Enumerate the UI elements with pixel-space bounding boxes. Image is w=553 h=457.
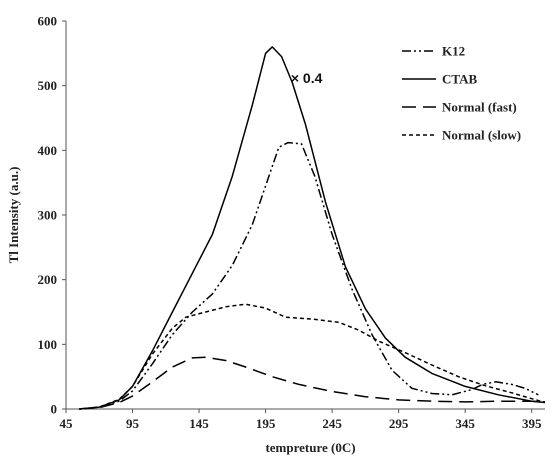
x-tick-label: 245 xyxy=(322,416,342,431)
legend: K12 CTAB Normal (fast) Normal (slow) xyxy=(402,44,521,143)
annotation-text: × 0.4 xyxy=(291,70,323,86)
legend-label: Normal (fast) xyxy=(442,100,517,115)
series-line-4 xyxy=(79,303,546,410)
y-tick-label: 0 xyxy=(51,402,58,417)
series-line-1 xyxy=(79,141,539,410)
y-axis-ticks: 0 100 200 300 400 500 600 xyxy=(38,14,66,417)
x-tick-label: 145 xyxy=(189,416,209,431)
y-tick-label: 500 xyxy=(38,78,58,93)
y-axis-title: Tl Intensity (a.u.) xyxy=(6,167,21,264)
x-tick-label: 295 xyxy=(389,416,409,431)
legend-label: CTAB xyxy=(442,72,477,87)
x-tick-label: 195 xyxy=(256,416,276,431)
x-tick-label: 395 xyxy=(522,416,542,431)
y-tick-label: 600 xyxy=(38,14,58,29)
legend-label: Normal (slow) xyxy=(442,128,521,143)
y-tick-label: 200 xyxy=(38,272,58,287)
x-tick-label: 45 xyxy=(60,416,74,431)
legend-label: K12 xyxy=(442,44,465,59)
y-tick-label: 400 xyxy=(38,143,58,158)
x-axis-ticks: 45 95 145 195 245 295 345 395 xyxy=(60,409,542,431)
series-line-2 xyxy=(79,46,546,410)
y-tick-label: 300 xyxy=(38,208,58,223)
series-line-3 xyxy=(79,356,546,410)
x-tick-label: 345 xyxy=(455,416,475,431)
y-tick-label: 100 xyxy=(38,337,58,352)
x-axis-title: tempreture (0C) xyxy=(265,440,355,455)
x-tick-label: 95 xyxy=(126,416,140,431)
series-lines xyxy=(79,46,546,410)
